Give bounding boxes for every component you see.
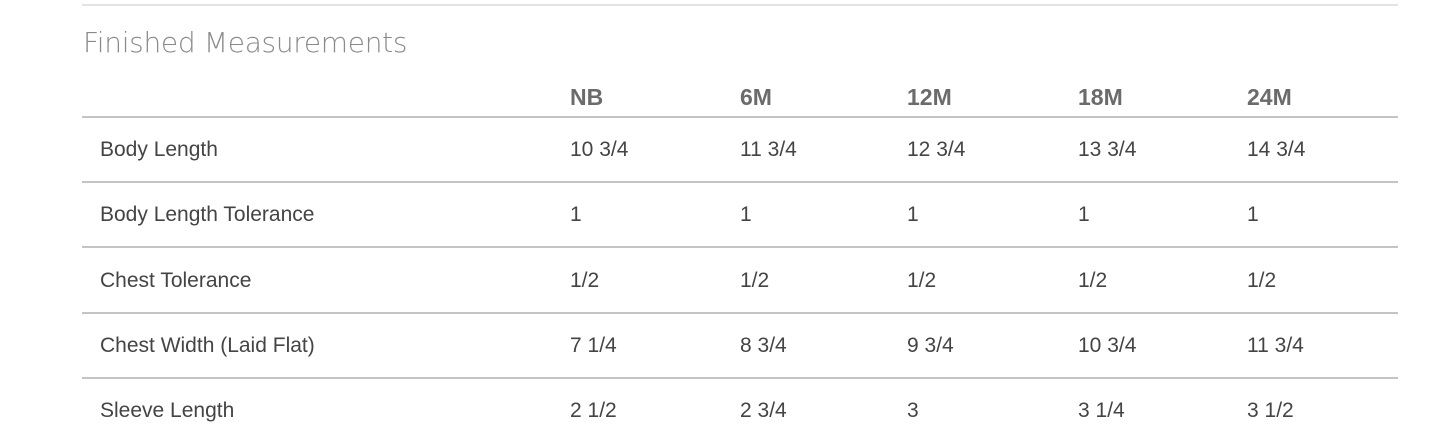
table-cell: 1/2 [570,268,600,292]
table-cell: 1/2 [1247,268,1277,292]
row-label: Chest Width (Laid Flat) [100,333,315,357]
header-divider [82,116,1398,118]
row-divider [82,311,1398,314]
table-cell: 8 3/4 [740,333,787,357]
column-header: 6M [740,84,772,110]
table-cell: 3 [907,399,919,423]
table-cell: 11 3/4 [740,138,797,161]
row-label: Body Length Tolerance [100,203,315,227]
table-cell: 1 [1078,203,1090,227]
table-cell: 1 [740,203,752,227]
table-cell: 11 3/4 [1247,333,1304,357]
table-cell: 7 1/4 [570,333,617,357]
column-header: NB [570,84,604,110]
table-cell: 14 3/4 [1247,138,1306,161]
table-cell: 1 [1247,203,1259,227]
table-cell: 1/2 [1078,268,1108,292]
table-cell: 1 [570,203,582,227]
table-cell: 9 3/4 [907,333,954,357]
row-divider [82,376,1398,379]
row-divider [82,181,1398,183]
table-cell: 2 1/2 [570,399,617,423]
table-cell: 3 1/4 [1078,399,1125,423]
column-header: 24M [1247,84,1292,110]
top-divider [82,4,1398,6]
table-cell: 10 3/4 [570,138,629,161]
table-cell: 10 3/4 [1078,333,1137,357]
row-label: Chest Tolerance [100,268,252,292]
table-cell: 2 3/4 [740,399,787,423]
table-cell: 3 1/2 [1247,399,1294,423]
row-label: Body Length [100,138,218,161]
column-header: 12M [907,84,952,110]
row-divider [82,246,1398,249]
column-header: 18M [1078,84,1123,110]
table-cell: 1/2 [907,268,937,292]
row-label: Sleeve Length [100,399,235,423]
table-cell: 1 [907,203,919,227]
table-cell: 1/2 [740,268,770,292]
table-cell: 13 3/4 [1078,138,1137,161]
section-title: Finished Measurements [83,26,408,59]
table-cell: 12 3/4 [907,138,966,161]
